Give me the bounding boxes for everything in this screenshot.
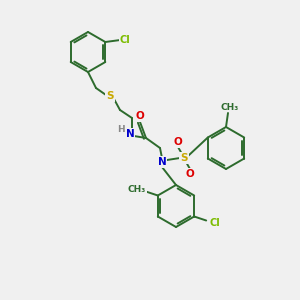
Text: CH₃: CH₃: [221, 103, 239, 112]
Text: O: O: [136, 111, 144, 121]
Text: CH₃: CH₃: [128, 185, 146, 194]
Text: Cl: Cl: [120, 35, 131, 45]
Text: S: S: [106, 91, 114, 101]
Text: O: O: [186, 169, 194, 179]
Text: O: O: [174, 137, 182, 147]
Text: N: N: [126, 129, 134, 139]
Text: N: N: [158, 157, 166, 167]
Text: Cl: Cl: [210, 218, 220, 227]
Text: H: H: [117, 125, 125, 134]
Text: S: S: [180, 153, 188, 163]
